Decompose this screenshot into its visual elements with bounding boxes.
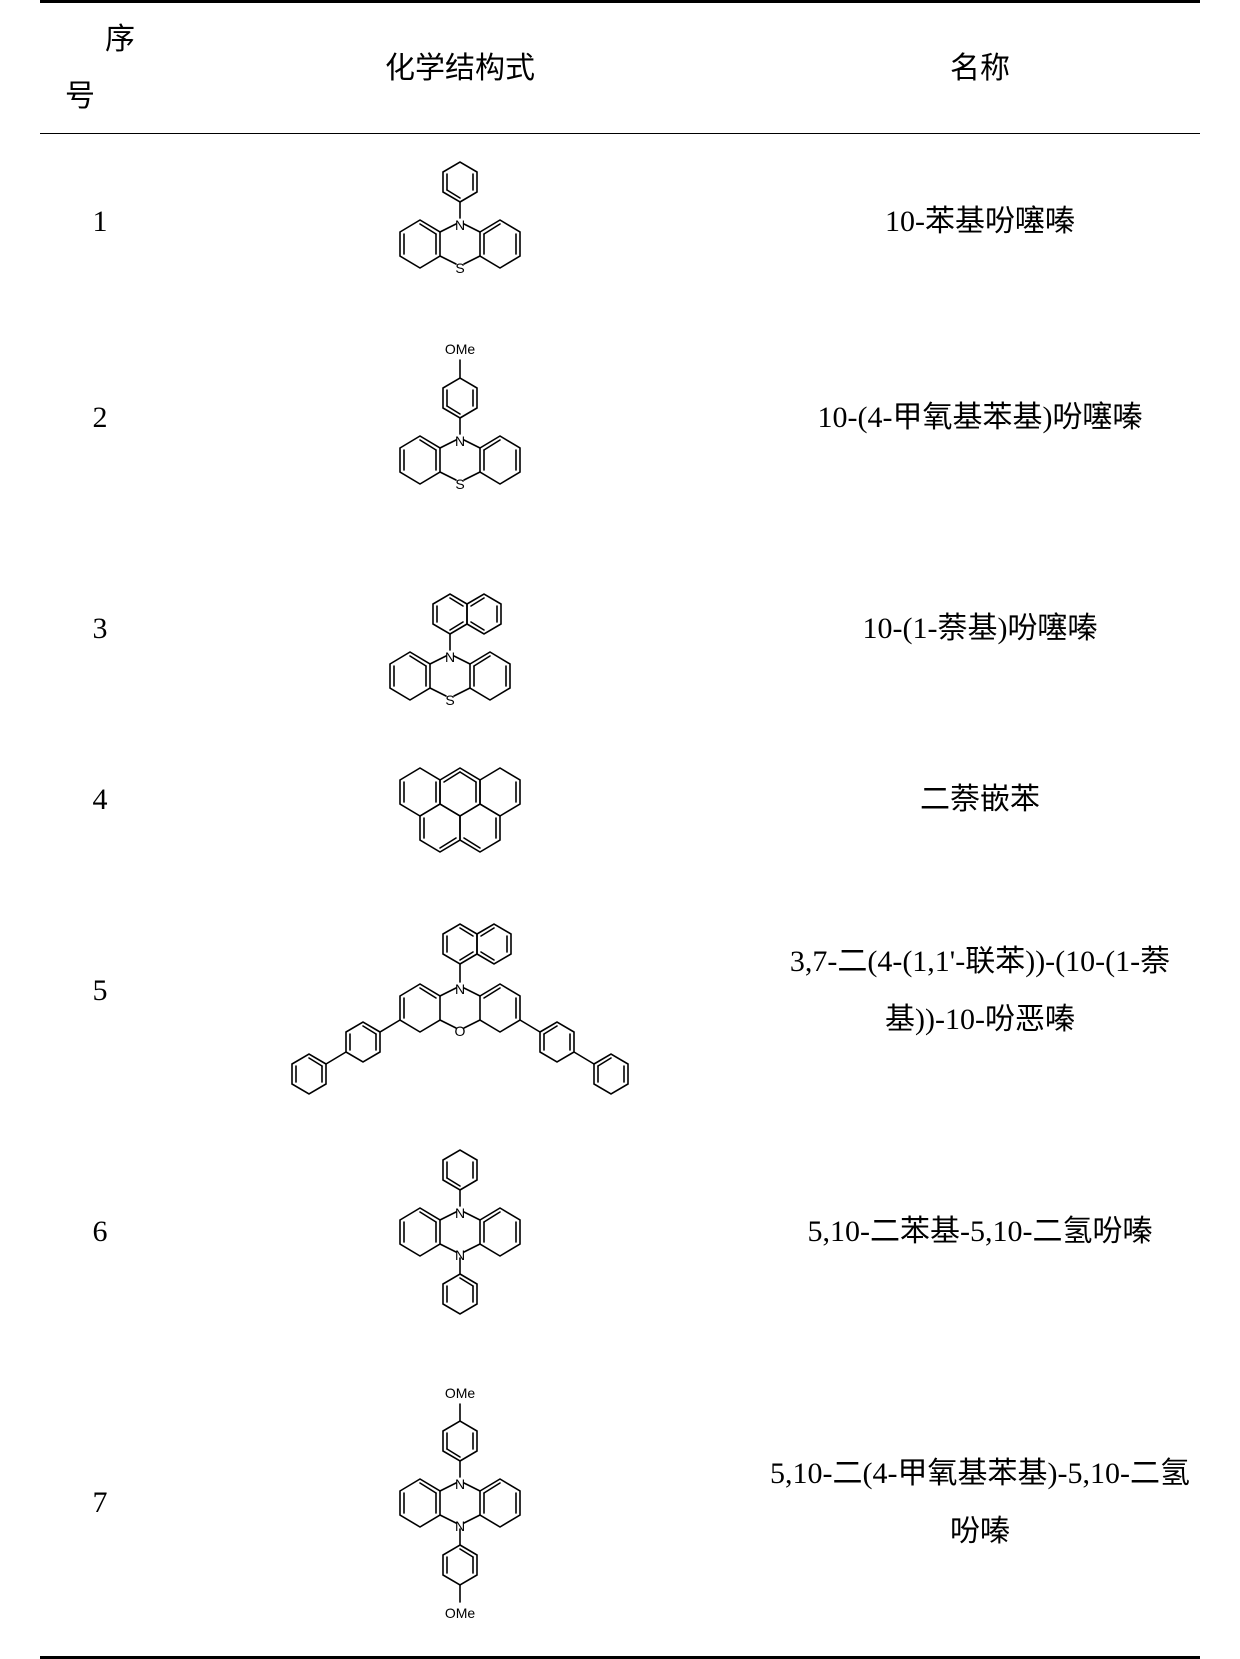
table-row: 3 <box>40 526 1200 732</box>
row-structure <box>160 732 760 868</box>
svg-text:N: N <box>455 1476 465 1492</box>
svg-text:N: N <box>455 433 465 449</box>
row-structure: N N <box>160 1114 760 1350</box>
svg-text:N: N <box>455 981 465 997</box>
row-index: 1 <box>40 134 160 311</box>
structure-svg: N O <box>200 876 720 1106</box>
row-index: 4 <box>40 732 160 868</box>
row-structure: N S OMe <box>160 310 760 526</box>
svg-text:OMe: OMe <box>445 341 476 357</box>
table-row: 1 N <box>40 134 1200 311</box>
row-name: 3,7-二(4-(1,1'-联苯))-(10-(1-萘基))-10-吩恶嗪 <box>760 868 1200 1114</box>
row-index: 2 <box>40 310 160 526</box>
structure-svg: N N <box>340 1122 580 1342</box>
compound-table: 序 号 化学结构式 名称 1 <box>40 0 1200 1659</box>
structure-svg: N N OMe OMe <box>340 1358 580 1648</box>
row-name: 5,10-二(4-甲氧基苯基)-5,10-二氢吩嗪 <box>760 1350 1200 1658</box>
svg-text:S: S <box>445 692 454 708</box>
row-name: 10-(1-萘基)吩噻嗪 <box>760 526 1200 732</box>
table-row: 2 N S <box>40 310 1200 526</box>
row-index: 3 <box>40 526 160 732</box>
svg-text:N: N <box>455 1518 465 1534</box>
table-row: 4 <box>40 732 1200 868</box>
col-header-index: 序 号 <box>40 2 160 134</box>
row-structure: N N OMe OMe <box>160 1350 760 1658</box>
svg-text:OMe: OMe <box>445 1605 476 1621</box>
svg-text:S: S <box>455 260 464 276</box>
svg-text:N: N <box>455 217 465 233</box>
row-name: 10-苯基吩噻嗪 <box>760 134 1200 311</box>
table-row: 6 <box>40 1114 1200 1350</box>
svg-text:O: O <box>455 1023 466 1039</box>
row-index: 7 <box>40 1350 160 1658</box>
row-index: 5 <box>40 868 160 1114</box>
row-structure: N O <box>160 868 760 1114</box>
svg-text:N: N <box>445 649 455 665</box>
row-structure: N S <box>160 134 760 311</box>
row-name: 二萘嵌苯 <box>760 732 1200 868</box>
svg-text:N: N <box>455 1247 465 1263</box>
row-name: 10-(4-甲氧基苯基)吩噻嗪 <box>760 310 1200 526</box>
table-row: 5 <box>40 868 1200 1114</box>
table-row: 7 <box>40 1350 1200 1658</box>
structure-svg <box>350 740 570 860</box>
svg-text:S: S <box>455 476 464 492</box>
svg-text:OMe: OMe <box>445 1385 476 1401</box>
structure-svg: N S <box>340 142 580 302</box>
row-name: 5,10-二苯基-5,10-二氢吩嗪 <box>760 1114 1200 1350</box>
col-header-name: 名称 <box>760 2 1200 134</box>
svg-text:N: N <box>455 1205 465 1221</box>
table-header-row: 序 号 化学结构式 名称 <box>40 2 1200 134</box>
row-index: 6 <box>40 1114 160 1350</box>
structure-svg: N S <box>330 534 590 724</box>
row-structure: N S <box>160 526 760 732</box>
structure-svg: N S OMe <box>340 318 580 518</box>
col-header-structure: 化学结构式 <box>160 2 760 134</box>
